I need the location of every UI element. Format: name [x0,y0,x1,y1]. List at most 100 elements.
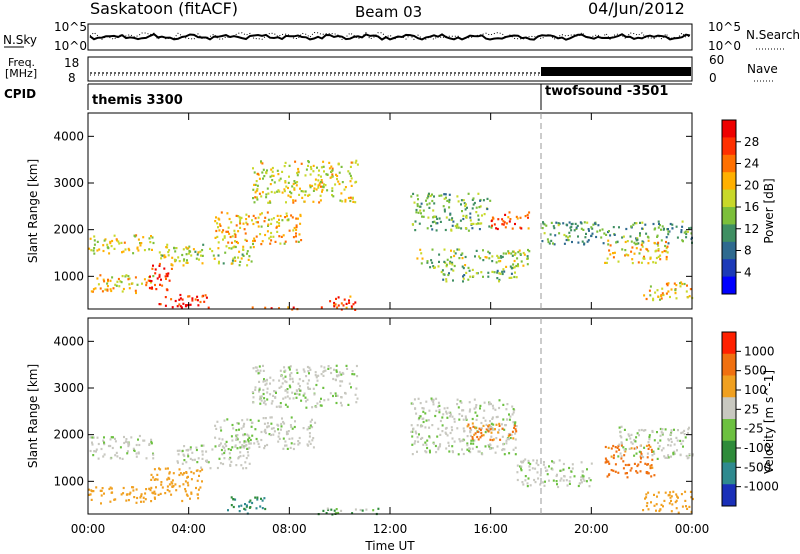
heatmap-cell [642,257,645,260]
heatmap-cell [273,390,276,393]
heatmap-cell [342,304,345,307]
heatmap-cell [508,413,510,416]
heatmap-cell [154,283,156,287]
heatmap-cell [331,173,334,176]
heatmap-cell [426,261,429,264]
heatmap-cell [269,183,272,186]
heatmap-cell [296,174,299,177]
heatmap-cell [219,462,222,465]
heatmap-cell [479,428,482,431]
heatmap-cell [300,239,303,242]
heatmap-cell [328,167,331,170]
heatmap-cell [656,431,658,434]
heatmap-cell [114,437,116,440]
colorbar-tick-label: 100 [744,383,767,397]
heatmap-cell [442,205,445,208]
heatmap-cell [480,222,483,225]
heatmap-cell [335,401,338,405]
heatmap-cell [353,373,356,376]
heatmap-cell [196,253,199,256]
heatmap-cell [302,190,305,193]
heatmap-cell [261,171,264,174]
heatmap-cell [443,208,446,211]
heatmap-cell [123,441,126,445]
heatmap-cell [461,409,464,412]
heatmap-cell [640,243,643,246]
heatmap-cell [580,476,583,479]
heatmap-cell [335,512,338,515]
heatmap-cell [302,379,305,383]
heatmap-cell [291,437,294,440]
heatmap-cell [189,497,191,500]
heatmap-cell [667,290,670,293]
heatmap-cell [164,304,167,307]
heatmap-cell [417,198,419,201]
heatmap-cell [216,235,219,238]
heatmap-cell [413,398,416,401]
heatmap-cell [515,430,518,433]
heatmap-cell [261,191,264,194]
heatmap-cell [527,477,530,480]
heatmap-cell [350,161,353,164]
heatmap-cell [230,448,232,451]
heatmap-cell [450,249,452,252]
heatmap-cell [158,303,161,306]
heatmap-cell [101,290,104,293]
heatmap-cell [680,281,683,284]
heatmap-cell [430,397,433,400]
heatmap-cell [475,272,478,275]
heatmap-cell [473,201,476,205]
heatmap-cell [607,243,610,246]
heatmap-cell [271,170,274,173]
heatmap-cell [164,296,167,299]
heatmap-cell [171,306,174,309]
heatmap-cell [189,250,192,253]
heatmap-cell [319,404,322,407]
heatmap-cell [466,425,469,428]
heatmap-cell [657,295,660,298]
heatmap-cell [93,239,96,242]
heatmap-cell [441,430,444,433]
heatmap-cell [535,462,538,465]
heatmap-cell [275,405,278,408]
colorbar-tick-label: -1000 [744,480,779,494]
heatmap-cell [515,425,518,428]
heatmap-cell [675,499,678,502]
heatmap-cell [583,221,586,224]
heatmap-cell [262,392,265,396]
heatmap-cell [677,511,680,514]
heatmap-cell [603,232,606,235]
heatmap-cell [548,242,551,245]
heatmap-cell [689,288,692,291]
heatmap-cell [422,407,425,410]
heatmap-cell [472,439,475,442]
heatmap-cell [467,266,470,269]
heatmap-cell [446,199,449,202]
heatmap-cell [573,229,576,232]
heatmap-cell [178,485,181,488]
heatmap-cell [218,444,221,447]
heatmap-cell [349,165,352,168]
heatmap-cell [209,247,212,250]
heatmap-cell [438,260,440,263]
heatmap-cell [178,303,181,306]
heatmap-cell [482,249,484,252]
heatmap-cell [295,228,298,231]
heatmap-cell [500,423,503,426]
heatmap-cell [320,179,323,182]
heatmap-cell [416,203,419,206]
heatmap-cell [513,253,516,256]
heatmap-cell [178,298,181,301]
heatmap-cell [294,181,297,184]
heatmap-cell [239,220,241,223]
heatmap-cell [136,496,139,500]
heatmap-cell [351,512,354,515]
heatmap-cell [341,200,344,203]
heatmap-cell [445,412,448,415]
heatmap-cell [168,483,171,486]
heatmap-cell [196,493,199,496]
heatmap-cell [484,431,487,434]
heatmap-cell [600,236,603,239]
heatmap-cell [122,486,125,490]
